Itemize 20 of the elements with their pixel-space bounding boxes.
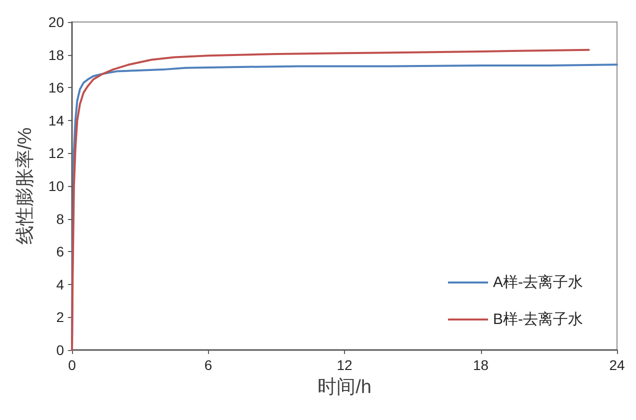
y-tick-label: 4 <box>56 276 64 292</box>
y-tick-label: 0 <box>56 342 64 358</box>
y-tick-label: 12 <box>48 145 64 162</box>
y-tick-label: 10 <box>48 178 64 194</box>
y-tick-label: 18 <box>48 46 64 63</box>
y-tick-label: 16 <box>48 80 64 96</box>
x-tick-label: 18 <box>472 357 489 373</box>
legend-label: A样-去离子水 <box>493 274 583 291</box>
x-tick-label: 6 <box>204 357 212 373</box>
x-axis-title: 时间/h <box>318 377 372 398</box>
x-tick-label: 12 <box>336 357 352 373</box>
legend-label: B样-去离子水 <box>493 311 583 328</box>
x-tick-label: 0 <box>68 357 76 373</box>
x-tick-label: 24 <box>609 357 625 373</box>
y-tick-label: 8 <box>56 210 64 227</box>
y-tick-label: 2 <box>56 309 64 326</box>
y-tick-label: 14 <box>48 112 64 128</box>
y-axis-title: 线性膨胀率/% <box>14 127 36 245</box>
y-tick-label: 6 <box>56 244 64 260</box>
y-tick-label: 20 <box>48 14 64 30</box>
